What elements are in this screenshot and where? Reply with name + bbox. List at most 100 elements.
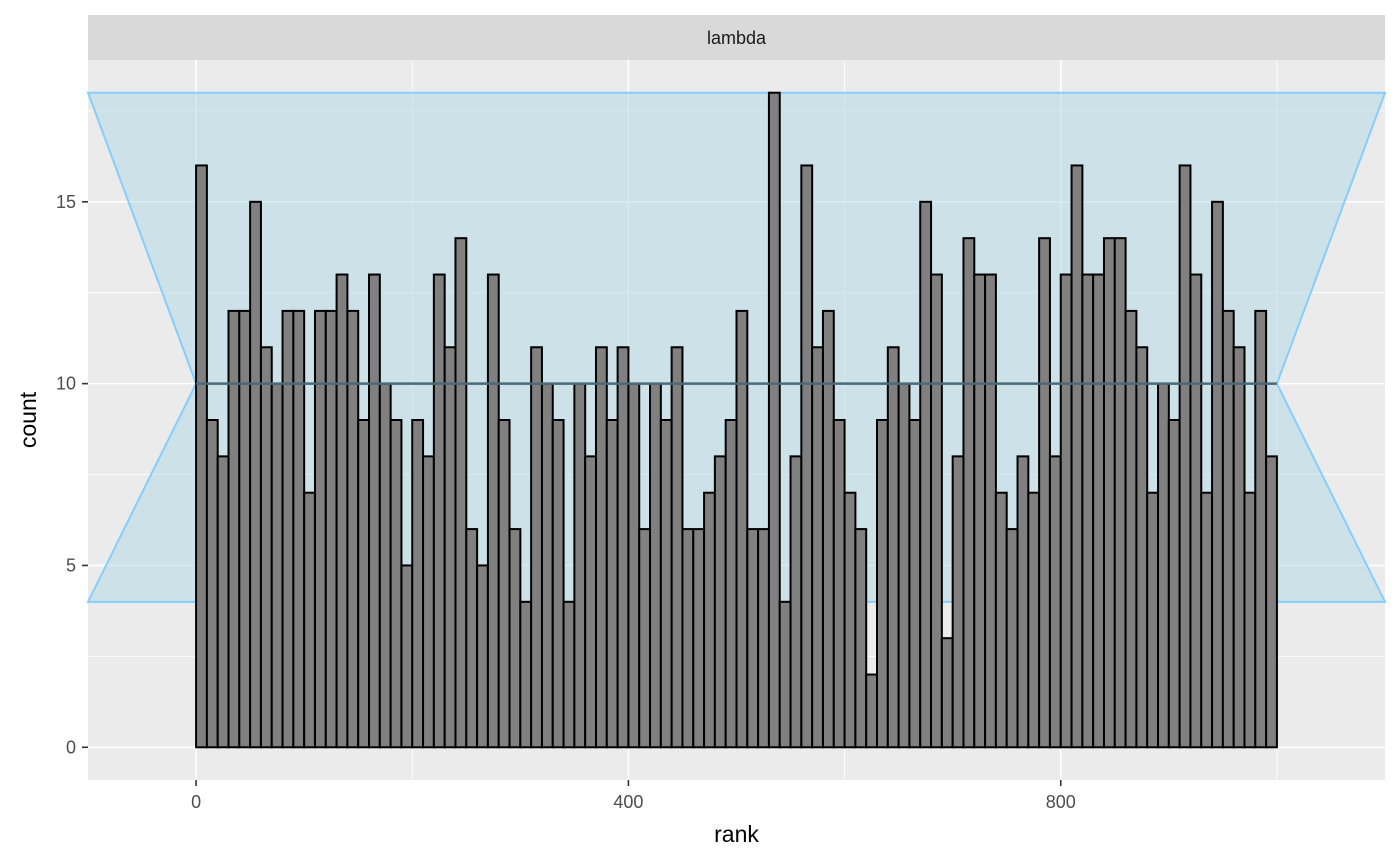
histogram-bar bbox=[519, 600, 533, 749]
histogram-bar bbox=[195, 164, 208, 749]
histogram-bar bbox=[540, 382, 554, 749]
y-axis-title: count bbox=[15, 391, 41, 448]
histogram-bar bbox=[227, 309, 241, 749]
histogram-bar bbox=[616, 346, 630, 749]
histogram-bar bbox=[1059, 273, 1073, 749]
histogram-bar bbox=[994, 491, 1008, 749]
histogram-bar bbox=[573, 382, 587, 749]
histogram-bar bbox=[486, 273, 500, 749]
histogram-bar bbox=[584, 455, 597, 749]
histogram-bar bbox=[1178, 164, 1192, 749]
histogram-bar bbox=[1254, 309, 1268, 749]
histogram-bar bbox=[1157, 382, 1170, 749]
histogram-bar bbox=[389, 419, 403, 749]
histogram-bar bbox=[324, 309, 338, 749]
histogram-bar bbox=[497, 419, 511, 749]
histogram-bar bbox=[854, 528, 868, 749]
histogram-bar bbox=[1232, 346, 1246, 749]
histogram-bar bbox=[670, 346, 684, 749]
x-tick-label: 400 bbox=[613, 792, 643, 812]
histogram-bar bbox=[843, 491, 857, 749]
y-tick-label: 0 bbox=[66, 737, 76, 757]
histogram-bar bbox=[1027, 491, 1041, 749]
histogram-bar bbox=[951, 455, 965, 749]
histogram-bar bbox=[378, 382, 392, 749]
histogram-bar bbox=[865, 673, 879, 749]
histogram-bar bbox=[1200, 491, 1214, 749]
histogram-bar bbox=[1005, 528, 1019, 749]
histogram-bar bbox=[1265, 455, 1278, 749]
histogram-bar bbox=[400, 564, 414, 749]
facet-strip-label: lambda bbox=[707, 28, 767, 48]
histogram-bar bbox=[962, 237, 976, 749]
histogram-bar bbox=[800, 164, 814, 749]
histogram-bar bbox=[594, 346, 608, 749]
histogram-bar bbox=[1081, 273, 1095, 749]
histogram-bar bbox=[984, 273, 997, 749]
histogram-bar bbox=[346, 309, 360, 749]
histogram-bar bbox=[735, 309, 749, 749]
y-tick-label: 10 bbox=[56, 374, 76, 394]
histogram-bar bbox=[562, 600, 576, 749]
histogram-bar bbox=[1189, 273, 1203, 749]
histogram-bar bbox=[303, 491, 316, 749]
histogram-bar bbox=[551, 419, 565, 749]
histogram-bar bbox=[368, 273, 381, 749]
histogram-bar bbox=[476, 564, 489, 749]
histogram-bar bbox=[1211, 200, 1224, 749]
histogram-bar bbox=[713, 455, 727, 749]
histogram-bar bbox=[357, 419, 371, 749]
histogram-bar bbox=[627, 382, 641, 749]
histogram-bar bbox=[724, 419, 738, 749]
histogram-bar bbox=[973, 273, 987, 749]
histogram-bar bbox=[530, 346, 543, 749]
histogram-bar bbox=[205, 419, 219, 749]
x-tick-label: 800 bbox=[1046, 792, 1076, 812]
histogram-bars bbox=[195, 91, 1278, 749]
histogram-bar bbox=[1124, 309, 1138, 749]
histogram-bar bbox=[249, 200, 262, 749]
histogram-bar bbox=[443, 346, 457, 749]
facet-strip-background bbox=[88, 15, 1385, 60]
histogram-bar bbox=[259, 346, 273, 749]
histogram-bar bbox=[757, 528, 770, 749]
histogram-bar bbox=[422, 455, 435, 749]
histogram-bar bbox=[1016, 455, 1030, 749]
histogram-bar bbox=[454, 237, 468, 749]
histogram-bar bbox=[313, 309, 327, 749]
histogram-bar bbox=[789, 455, 803, 749]
histogram-bar bbox=[1048, 455, 1062, 749]
histogram-bar bbox=[605, 419, 619, 749]
histogram-bar bbox=[767, 91, 781, 749]
histogram-bar bbox=[238, 309, 252, 749]
histogram-bar bbox=[832, 419, 846, 749]
histogram-bar bbox=[216, 455, 230, 749]
histogram-bar bbox=[270, 382, 284, 749]
histogram-bar bbox=[638, 528, 652, 749]
x-axis-title: rank bbox=[714, 821, 759, 847]
histogram-bar bbox=[746, 528, 760, 749]
histogram-bar bbox=[1243, 491, 1257, 749]
histogram-bar bbox=[659, 419, 673, 749]
histogram-bar bbox=[940, 637, 954, 749]
histogram-bar bbox=[1135, 346, 1149, 749]
histogram-bar bbox=[1070, 164, 1084, 749]
histogram-bar bbox=[821, 309, 835, 749]
histogram-bar bbox=[465, 528, 479, 749]
histogram-bar bbox=[1092, 273, 1105, 749]
y-tick-label: 15 bbox=[56, 192, 76, 212]
axes: 0 400 800 0 5 10 15 bbox=[56, 192, 1076, 812]
histogram-bar bbox=[432, 273, 446, 749]
histogram-bar bbox=[897, 382, 911, 749]
histogram-bar bbox=[1038, 237, 1051, 749]
histogram-bar bbox=[692, 528, 706, 749]
histogram-bar bbox=[1167, 419, 1181, 749]
y-tick-label: 5 bbox=[66, 555, 76, 575]
histogram-bar bbox=[876, 419, 889, 749]
histogram-bar bbox=[1113, 237, 1127, 749]
histogram-bar bbox=[681, 528, 695, 749]
histogram-bar bbox=[649, 382, 662, 749]
x-tick-label: 0 bbox=[191, 792, 201, 812]
histogram-bar bbox=[292, 309, 306, 749]
histogram-bar bbox=[886, 346, 900, 749]
